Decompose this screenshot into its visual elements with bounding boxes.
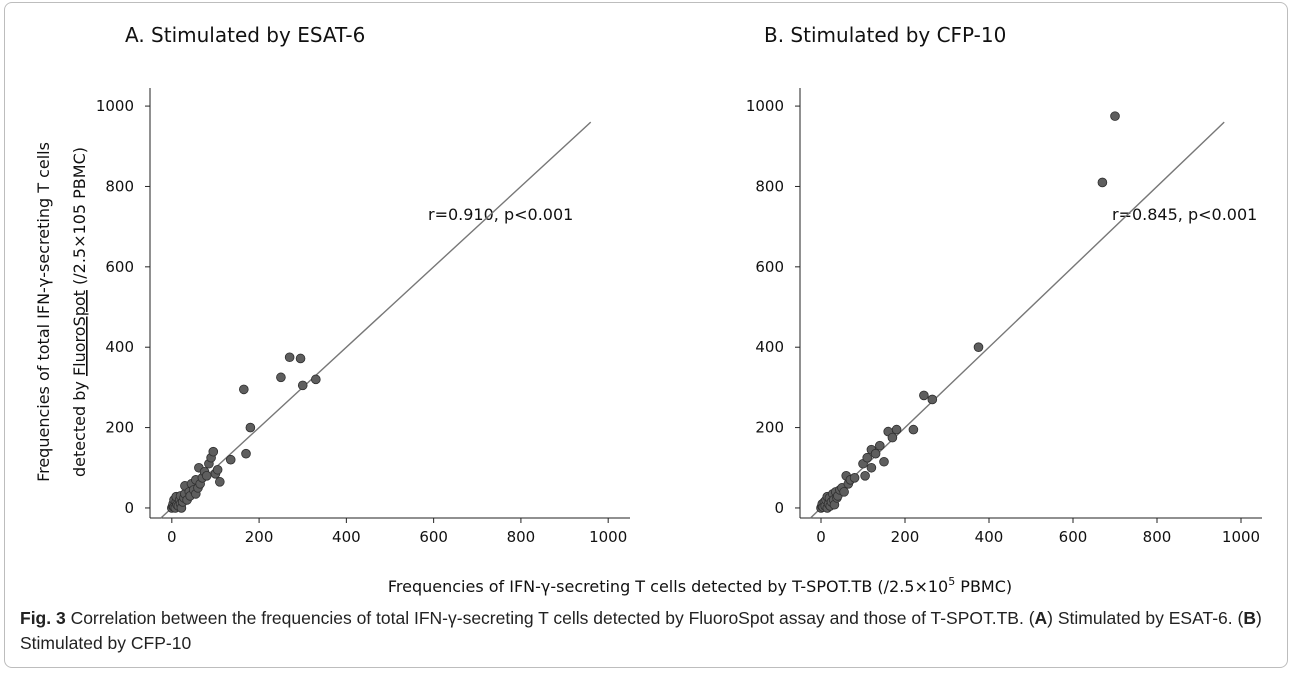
panel-b-data-point [839,487,849,497]
panel-a-x-tick-label: 0 [167,528,177,546]
panel-b-x-tick-label: 800 [1143,528,1172,546]
panel-a-data-point [201,471,212,481]
caption-text-3: ) Stimulated by CFP-10 [20,608,1262,653]
panel-b-data-point [973,342,984,353]
panel-b-x-tick-label: 0 [816,528,826,546]
panel-b-data-point [919,390,929,401]
panel-a: A. Stimulated by ESAT-6 r=0.910, p<0.001… [96,23,630,546]
panel-b-data-point [879,456,889,467]
panel-a-data-point [245,422,256,433]
panel-a-y-tick-label: 400 [105,338,134,356]
panel-b: B. Stimulated by CFP-10 r=0.845, p<0.001… [746,23,1262,546]
panel-b-data-point [849,473,860,483]
panel-a-data-point [276,372,286,383]
panel-b-y-tick-label: 800 [755,177,784,195]
y-axis-title-line2-underlined: FluoroSpot [70,290,89,376]
panel-a-data-point [225,454,236,465]
panel-b-data-point [1110,111,1120,121]
panel-b-x-tick-label: 400 [975,528,1004,546]
figure-caption: Fig. 3 Correlation between the frequenci… [20,606,1270,656]
panel-a-y-tick-label: 600 [105,258,134,276]
panel-a-reference-line [160,121,592,519]
panel-b-data-point [862,452,872,463]
panel-a-x-tick-label: 400 [332,528,361,546]
y-axis-title-line1: Frequencies of total IFN-γ-secreting T c… [34,142,53,482]
caption-bold-b: B [1243,608,1256,628]
panel-a-y-tick-label: 800 [105,177,134,195]
panel-b-x-tick-label: 600 [1059,528,1088,546]
panel-b-y-tick-label: 600 [755,258,784,276]
panel-b-y-tick-label: 0 [774,499,784,517]
x-axis-title-end: PBMC) [955,577,1012,596]
panel-a-y-tick-label: 200 [105,419,134,437]
panel-a-data-point [297,380,308,391]
panel-b-data-point [887,432,898,443]
panel-b-data-point [908,424,919,435]
panel-b-reference-line [810,121,1225,519]
figure-frame [4,2,1288,668]
panel-a-title: A. Stimulated by ESAT-6 [125,23,365,47]
x-axis-title-sup: 5 [948,575,955,588]
caption-text-1: Correlation between the frequencies of t… [65,608,1035,628]
panel-b-y-tick-label: 200 [755,419,784,437]
panel-b-data-point [860,471,870,481]
y-axis-title-2: detected by FluoroSpot (/2.5×105 PBMC) [70,147,89,477]
panel-a-data-point [208,446,219,457]
panel-b-x-tick-label: 1000 [1222,528,1260,546]
caption-label: Fig. 3 [20,608,66,628]
panel-b-data-point [927,394,938,405]
caption-text-2: ) Stimulated by ESAT-6. ( [1047,608,1244,628]
panel-a-data-point [241,448,251,459]
panel-a-data-point [239,384,249,395]
panel-b-data-point [870,448,881,459]
y-axis-title-line2-pre: detected by [70,376,89,477]
panel-a-data-point [215,477,225,487]
panel-b-data-point [874,440,885,451]
panel-b-x-tick-label: 200 [891,528,920,546]
panel-b-y-tick-label: 1000 [746,97,784,115]
panel-a-data-point [212,464,223,475]
panel-a-data-point [295,353,306,364]
panel-b-y-tick-label: 400 [755,338,784,356]
y-axis-title: Frequencies of total IFN-γ-secreting T c… [34,142,53,482]
panel-a-data-point [311,374,321,385]
panel-a-x-tick-label: 200 [245,528,274,546]
x-axis-title-text: Frequencies of IFN-γ-secreting T cells d… [388,577,948,596]
x-axis-title: Frequencies of IFN-γ-secreting T cells d… [388,575,1012,596]
panel-a-x-tick-label: 800 [507,528,536,546]
panel-a-y-tick-label: 1000 [96,97,134,115]
panel-a-annotation: r=0.910, p<0.001 [428,205,573,224]
chart-canvas: A. Stimulated by ESAT-6 r=0.910, p<0.001… [34,23,1262,596]
y-axis-title-line2-post: (/2.5×105 PBMC) [70,147,89,290]
panel-b-data-point [1097,177,1108,188]
panel-b-data-point [866,462,877,473]
panel-a-x-tick-label: 1000 [589,528,627,546]
panel-a-y-tick-label: 0 [124,499,134,517]
panel-b-data-point [891,424,902,435]
panel-b-title: B. Stimulated by CFP-10 [764,23,1006,47]
panel-b-annotation: r=0.845, p<0.001 [1112,205,1257,224]
panel-a-x-tick-label: 600 [419,528,448,546]
caption-bold-a: A [1034,608,1048,628]
panel-a-data-point [284,352,295,363]
